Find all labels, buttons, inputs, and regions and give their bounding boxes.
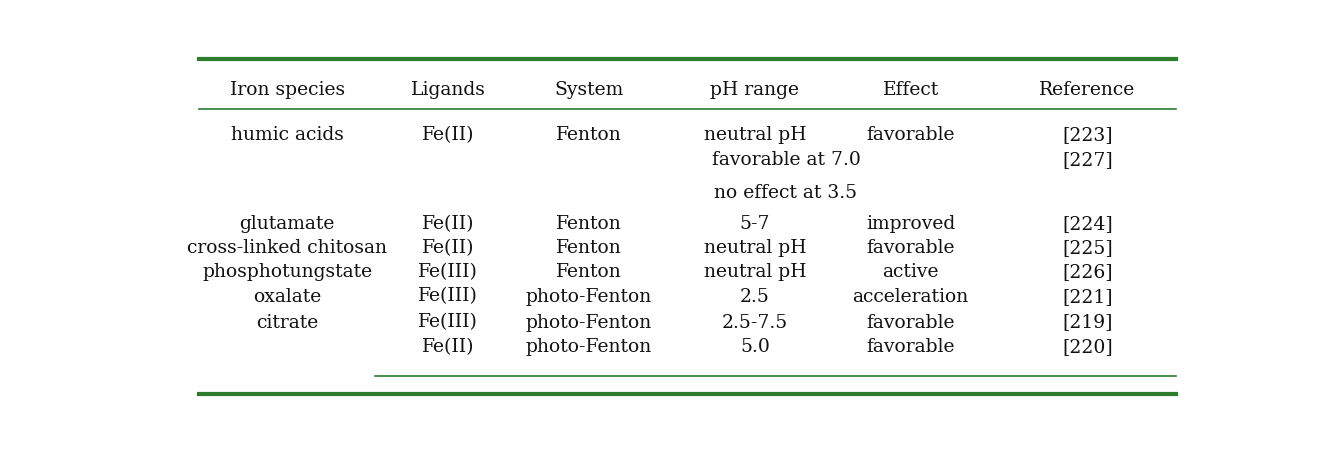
Text: [220]: [220]: [1062, 338, 1113, 356]
Text: Fe(II): Fe(II): [422, 239, 475, 257]
Text: Fe(III): Fe(III): [418, 263, 479, 281]
Text: Fenton: Fenton: [555, 126, 621, 144]
Text: active: active: [882, 263, 939, 281]
Text: Ligands: Ligands: [410, 81, 485, 99]
Text: photo-Fenton: photo-Fenton: [526, 338, 652, 356]
Text: Fenton: Fenton: [555, 215, 621, 233]
Text: Fe(II): Fe(II): [422, 338, 475, 356]
Text: humic acids: humic acids: [231, 126, 343, 144]
Text: [221]: [221]: [1062, 288, 1113, 306]
Text: Fe(III): Fe(III): [418, 288, 479, 306]
Text: 2.5-7.5: 2.5-7.5: [721, 314, 789, 332]
Text: [219]: [219]: [1062, 314, 1113, 332]
Text: [223]: [223]: [1062, 126, 1113, 144]
Text: photo-Fenton: photo-Fenton: [526, 288, 652, 306]
Text: neutral pH: neutral pH: [704, 239, 806, 257]
Text: 5.0: 5.0: [740, 338, 770, 356]
Text: photo-Fenton: photo-Fenton: [526, 314, 652, 332]
Text: favorable: favorable: [866, 314, 955, 332]
Text: improved: improved: [866, 215, 955, 233]
Text: glutamate: glutamate: [240, 215, 335, 233]
Text: Reference: Reference: [1039, 81, 1136, 99]
Text: favorable: favorable: [866, 126, 955, 144]
Text: neutral pH: neutral pH: [704, 126, 806, 144]
Text: neutral pH: neutral pH: [704, 263, 806, 281]
Text: Fenton: Fenton: [555, 239, 621, 257]
Text: [226]: [226]: [1062, 263, 1113, 281]
Text: phosphotungstate: phosphotungstate: [202, 263, 373, 281]
Text: 5-7: 5-7: [740, 215, 770, 233]
Text: favorable at 7.0: favorable at 7.0: [712, 151, 861, 169]
Text: 2.5: 2.5: [740, 288, 770, 306]
Text: pH range: pH range: [711, 81, 799, 99]
Text: favorable: favorable: [866, 338, 955, 356]
Text: citrate: citrate: [256, 314, 318, 332]
Text: cross-linked chitosan: cross-linked chitosan: [188, 239, 388, 257]
Text: Fe(III): Fe(III): [418, 314, 479, 332]
Text: Fe(II): Fe(II): [422, 215, 475, 233]
Text: System: System: [554, 81, 624, 99]
Text: Fenton: Fenton: [555, 263, 621, 281]
Text: [227]: [227]: [1062, 151, 1113, 169]
Text: oxalate: oxalate: [253, 288, 322, 306]
Text: Fe(II): Fe(II): [422, 126, 475, 144]
Text: acceleration: acceleration: [853, 288, 968, 306]
Text: [225]: [225]: [1062, 239, 1113, 257]
Text: [224]: [224]: [1062, 215, 1113, 233]
Text: no effect at 3.5: no effect at 3.5: [715, 184, 857, 202]
Text: Iron species: Iron species: [229, 81, 345, 99]
Text: Effect: Effect: [882, 81, 939, 99]
Text: favorable: favorable: [866, 239, 955, 257]
